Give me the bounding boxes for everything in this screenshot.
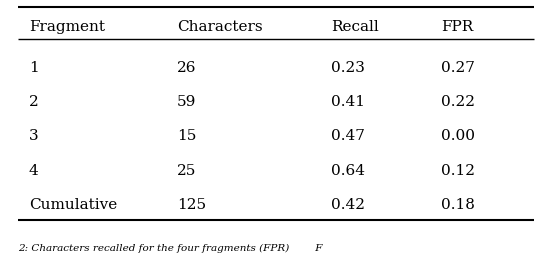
Text: 0.42: 0.42 [331,198,365,212]
Text: 0.12: 0.12 [440,164,475,177]
Text: 0.27: 0.27 [440,61,475,75]
Text: 125: 125 [177,198,206,212]
Text: 4: 4 [29,164,39,177]
Text: 0.47: 0.47 [331,129,365,143]
Text: 0.00: 0.00 [440,129,475,143]
Text: Cumulative: Cumulative [29,198,117,212]
Text: 0.41: 0.41 [331,95,365,109]
Text: 59: 59 [177,95,197,109]
Text: 1: 1 [29,61,39,75]
Text: 0.23: 0.23 [331,61,365,75]
Text: 2: Characters recalled for the four fragments (FPR)        F: 2: Characters recalled for the four frag… [18,244,322,253]
Text: FPR: FPR [440,20,473,34]
Text: 0.64: 0.64 [331,164,365,177]
Text: 2: 2 [29,95,39,109]
Text: 25: 25 [177,164,197,177]
Text: 0.18: 0.18 [440,198,475,212]
Text: 15: 15 [177,129,197,143]
Text: 0.22: 0.22 [440,95,475,109]
Text: Fragment: Fragment [29,20,105,34]
Text: Recall: Recall [331,20,379,34]
Text: Characters: Characters [177,20,263,34]
Text: 3: 3 [29,129,39,143]
Text: 26: 26 [177,61,197,75]
